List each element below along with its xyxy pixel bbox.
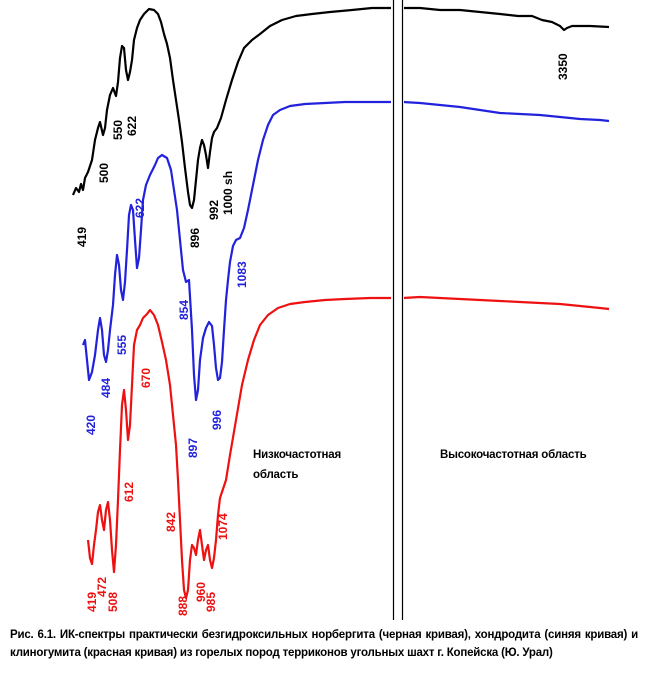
peak-label: 550 xyxy=(111,120,125,140)
peak-label: 854 xyxy=(177,300,191,320)
red-curve-high xyxy=(402,295,610,311)
peak-label: 622 xyxy=(133,198,147,218)
high-frequency-region-label: Высокочастотная область xyxy=(440,449,587,461)
peak-label: 888 xyxy=(176,596,190,616)
axis-break-divider xyxy=(391,0,404,620)
peak-label: 996 xyxy=(210,410,224,430)
peak-label: 612 xyxy=(122,482,136,502)
peak-label: 419 xyxy=(75,227,89,247)
black-curve-low xyxy=(71,6,391,210)
peak-label: 500 xyxy=(97,163,111,183)
peak-label: 842 xyxy=(164,512,178,532)
blue-curve-low xyxy=(81,100,391,402)
peak-label: 472 xyxy=(95,577,109,597)
peak-label: 420 xyxy=(84,415,98,435)
low-region-line-1: Низкочастотная xyxy=(253,449,342,461)
low-region-line-2: область xyxy=(253,469,299,481)
peak-label: 896 xyxy=(188,228,202,248)
peak-label: 670 xyxy=(139,368,153,388)
peak-label: 622 xyxy=(125,116,139,136)
black-curve-high xyxy=(403,6,610,32)
peak-label: 508 xyxy=(106,592,120,612)
red-curve-low xyxy=(86,296,391,600)
peak-label: 3350 xyxy=(556,53,570,80)
blue-curve-high xyxy=(402,100,610,123)
peak-label: 960 xyxy=(194,582,208,602)
peak-label: 985 xyxy=(204,592,218,612)
peak-label: 555 xyxy=(115,335,129,355)
peak-label: 897 xyxy=(186,438,200,458)
peak-label: 1083 xyxy=(235,261,249,288)
peak-label: 1000 sh xyxy=(221,171,235,215)
figure-caption: Рис. 6.1. ИК-спектры практически безгидр… xyxy=(10,629,638,659)
low-frequency-region-label: Низкочастотная область xyxy=(253,445,383,485)
peak-label: 419 xyxy=(85,592,99,612)
peak-label: 484 xyxy=(99,378,113,398)
peak-label: 992 xyxy=(207,200,221,220)
peak-label: 1074 xyxy=(216,513,230,540)
